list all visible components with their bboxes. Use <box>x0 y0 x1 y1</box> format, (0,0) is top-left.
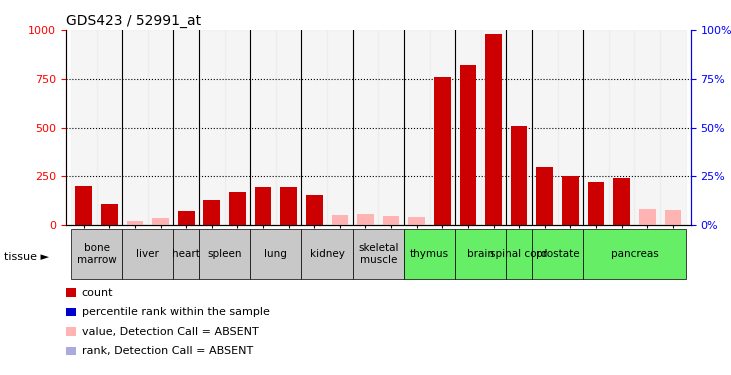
Text: value, Detection Call = ABSENT: value, Detection Call = ABSENT <box>82 327 259 336</box>
Bar <box>101 204 118 225</box>
Bar <box>327 30 352 225</box>
Bar <box>430 30 455 225</box>
Bar <box>434 77 450 225</box>
Bar <box>635 30 660 225</box>
Bar <box>126 221 143 225</box>
Bar <box>583 30 609 225</box>
Bar <box>409 217 425 225</box>
Bar <box>532 30 558 225</box>
Bar <box>148 30 173 225</box>
Text: spleen: spleen <box>208 249 242 259</box>
Text: thymus: thymus <box>410 249 449 259</box>
Bar <box>583 229 686 279</box>
Bar <box>199 229 250 279</box>
Text: count: count <box>82 288 113 297</box>
Text: kidney: kidney <box>310 249 344 259</box>
Bar <box>122 30 148 225</box>
Bar <box>460 65 477 225</box>
Bar <box>173 229 199 279</box>
Text: percentile rank within the sample: percentile rank within the sample <box>82 307 270 317</box>
Bar <box>455 30 481 225</box>
Bar <box>280 187 297 225</box>
Bar <box>562 176 579 225</box>
Bar <box>485 34 502 225</box>
Bar <box>588 182 605 225</box>
Bar <box>404 30 430 225</box>
Bar <box>664 210 681 225</box>
Text: skeletal
muscle: skeletal muscle <box>358 243 398 265</box>
Bar <box>229 192 246 225</box>
Bar <box>122 229 173 279</box>
Bar <box>203 200 220 225</box>
Text: prostate: prostate <box>536 249 580 259</box>
Text: brain: brain <box>467 249 494 259</box>
Bar <box>660 30 686 225</box>
Bar <box>301 229 352 279</box>
Bar <box>199 30 224 225</box>
Bar <box>152 218 169 225</box>
Bar <box>250 30 276 225</box>
Text: spinal cord: spinal cord <box>491 249 548 259</box>
Bar <box>481 30 507 225</box>
Bar <box>173 30 199 225</box>
Text: heart: heart <box>173 249 200 259</box>
Bar <box>613 178 630 225</box>
Bar <box>455 229 507 279</box>
Bar <box>532 229 583 279</box>
Text: rank, Detection Call = ABSENT: rank, Detection Call = ABSENT <box>82 346 253 356</box>
Text: lung: lung <box>265 249 287 259</box>
Text: GDS423 / 52991_at: GDS423 / 52991_at <box>66 13 201 28</box>
Bar <box>609 30 635 225</box>
Bar <box>537 166 553 225</box>
Bar <box>96 30 122 225</box>
Bar <box>404 229 455 279</box>
Bar <box>639 209 656 225</box>
Bar <box>178 211 194 225</box>
Bar <box>71 30 96 225</box>
Bar <box>254 187 271 225</box>
Bar <box>507 229 532 279</box>
Bar <box>357 214 374 225</box>
Bar <box>511 126 528 225</box>
Text: liver: liver <box>136 249 159 259</box>
Bar <box>352 229 404 279</box>
Text: bone
marrow: bone marrow <box>77 243 116 265</box>
Text: pancreas: pancreas <box>610 249 659 259</box>
Bar <box>558 30 583 225</box>
Bar <box>332 215 348 225</box>
Bar <box>507 30 532 225</box>
Text: tissue ►: tissue ► <box>4 252 49 262</box>
Bar <box>75 186 92 225</box>
Bar <box>379 30 404 225</box>
Bar <box>71 229 122 279</box>
Bar <box>250 229 301 279</box>
Bar <box>352 30 379 225</box>
Bar <box>301 30 327 225</box>
Bar <box>224 30 250 225</box>
Bar <box>306 195 322 225</box>
Bar <box>383 216 399 225</box>
Bar <box>276 30 301 225</box>
